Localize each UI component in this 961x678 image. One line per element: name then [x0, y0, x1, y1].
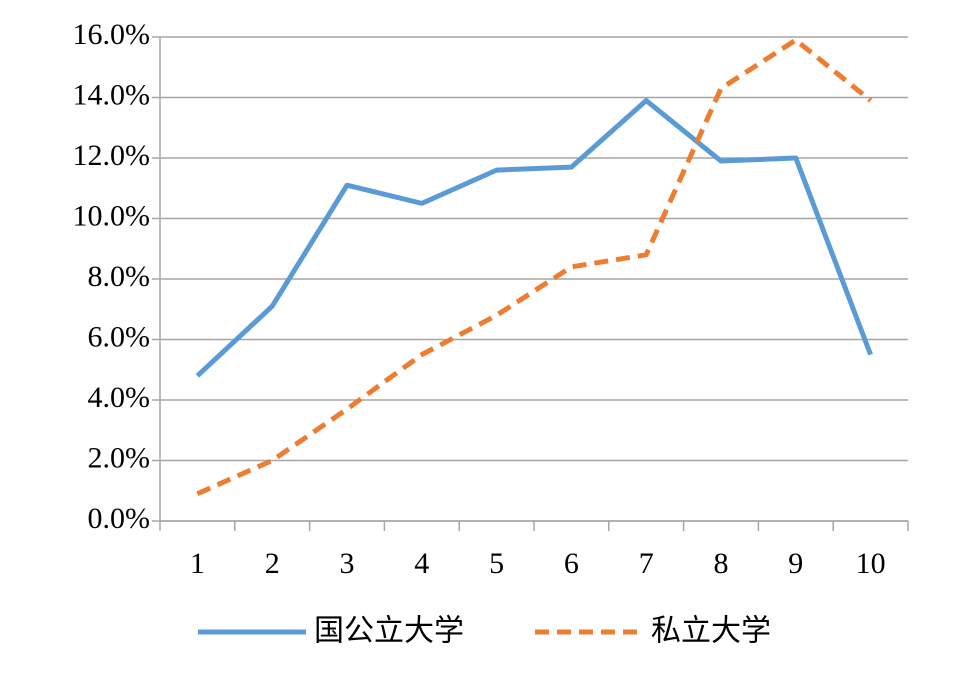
x-tick-label: 4 — [414, 547, 429, 580]
y-tick-label: 0.0% — [88, 502, 151, 535]
x-tick-label: 5 — [489, 547, 504, 580]
y-tick-label: 8.0% — [88, 260, 151, 293]
x-tick-label: 7 — [639, 547, 654, 580]
x-tick-label: 10 — [856, 547, 886, 580]
legend-label: 私立大学 — [651, 614, 771, 649]
x-tick-label: 2 — [265, 547, 280, 580]
series-line — [195, 98, 873, 378]
y-tick-label: 10.0% — [73, 199, 151, 232]
x-tick-label: 8 — [714, 547, 729, 580]
legend-label: 国公立大学 — [314, 614, 464, 649]
x-tick-label: 9 — [788, 547, 803, 580]
x-tick-label: 3 — [340, 547, 355, 580]
y-tick-label: 4.0% — [88, 381, 151, 414]
y-tick-label: 12.0% — [73, 139, 151, 172]
y-tick-label: 6.0% — [88, 320, 151, 353]
y-tick-label: 14.0% — [73, 78, 151, 111]
y-tick-label: 2.0% — [88, 441, 151, 474]
y-tick-label: 16.0% — [73, 18, 151, 51]
x-tick-label: 6 — [564, 547, 579, 580]
x-tick-label: 1 — [190, 547, 205, 580]
